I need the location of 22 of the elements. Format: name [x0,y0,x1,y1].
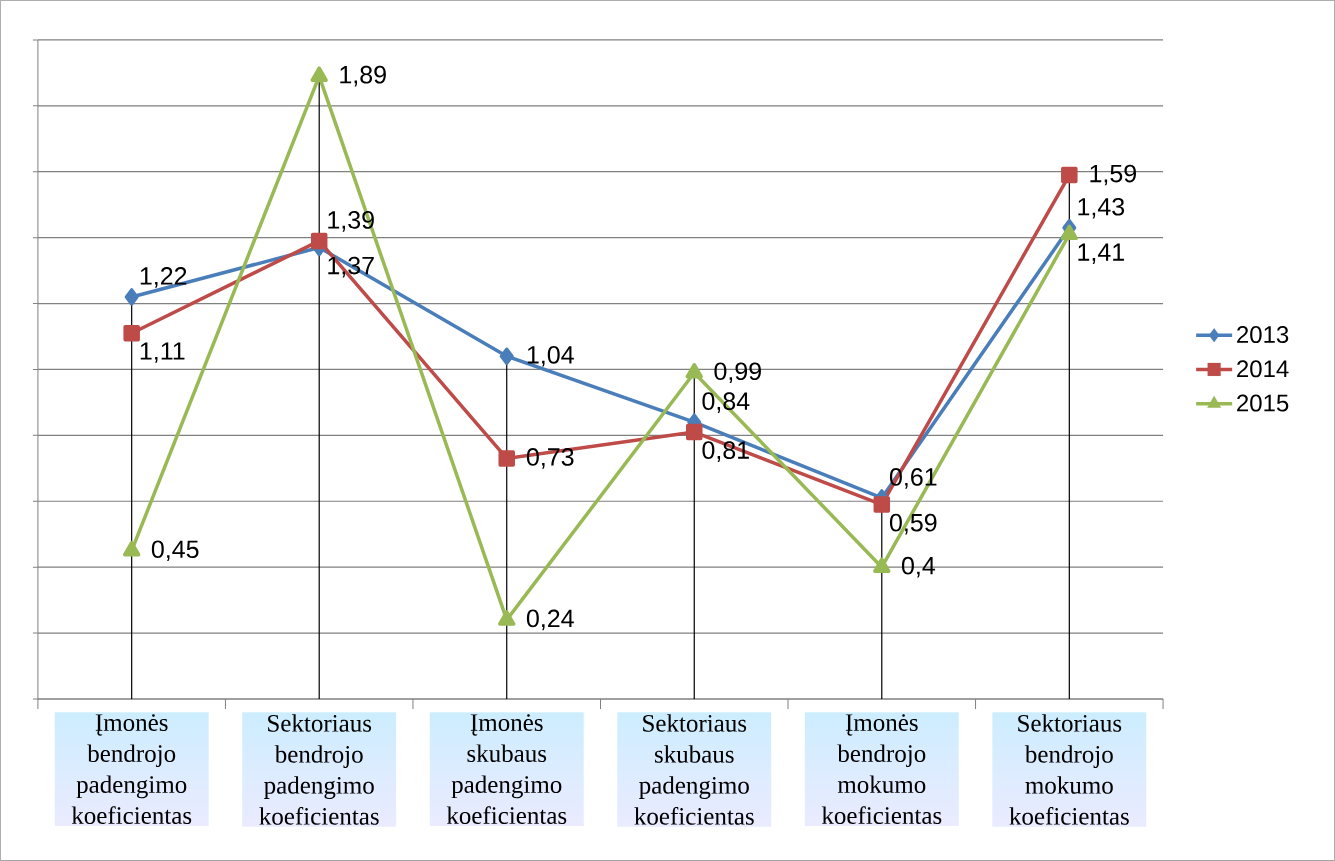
data-label: 0,4 [901,556,936,578]
x-tick-label: Įmonės bendrojo padengimo koeficientas [71,714,192,825]
x-tick-label: Sektoriaus skubaus padengimo koeficientas [634,714,754,825]
data-label: 0,81 [702,441,749,462]
legend-label: 2013 [1237,326,1289,344]
data-label: 0,99 [714,362,761,384]
legend-label: 2014 [1237,360,1289,378]
data-label: 0,45 [151,540,199,562]
data-label: 1,22 [140,267,187,288]
data-label: 1,04 [527,345,574,367]
data-label: 0,24 [526,609,574,631]
data-label: 1,41 [1078,243,1124,264]
data-label: 1,11 [140,342,185,363]
x-tick-label: Sektoriaus bendrojo padengimo koeficientas [259,714,379,825]
data-label: 1,89 [340,65,386,87]
x-tick-label: Sektoriaus bendrojo mokumo koeficientas [1009,714,1129,825]
data-label: 0,73 [526,448,574,469]
data-label: 1,59 [1090,164,1136,186]
x-tick-label: Įmonės skubaus padengimo koeficientas [446,714,567,825]
x-tick-label: Įmonės bendrojo mokumo koeficientas [821,714,942,825]
legend-label: 2015 [1237,394,1289,412]
data-label: 1,43 [1078,197,1125,219]
